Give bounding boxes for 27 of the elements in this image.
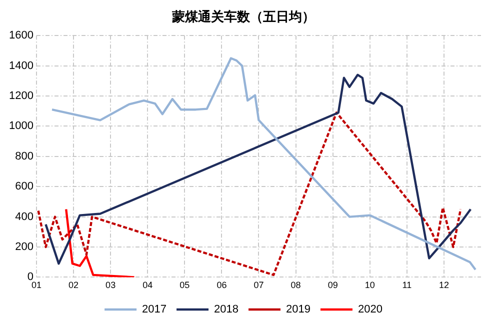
y-tick-label: 0 xyxy=(27,271,34,284)
x-tick-label: 03 xyxy=(106,280,116,290)
x-tick-label: 01 xyxy=(31,280,42,290)
x-tick-label: 08 xyxy=(290,280,301,290)
x-tick-label: 02 xyxy=(68,280,79,290)
y-tick-label: 1400 xyxy=(8,60,34,72)
y-tick-label: 1600 xyxy=(8,30,34,42)
legend-label: 2020 xyxy=(358,304,382,316)
x-tick-label: 10 xyxy=(364,280,375,290)
legend-label: 2018 xyxy=(214,304,239,316)
y-tick-label: 400 xyxy=(15,210,34,223)
y-tick-label: 800 xyxy=(15,150,34,162)
y-tick-label: 600 xyxy=(15,180,34,193)
x-tick-label: 07 xyxy=(254,280,264,290)
legend-label: 2019 xyxy=(286,304,310,316)
y-tick-label: 200 xyxy=(15,241,34,254)
y-tick-label: 1200 xyxy=(8,90,34,102)
y-tick-label: 1000 xyxy=(8,120,34,132)
x-tick-label: 06 xyxy=(216,280,227,290)
x-tick-label: 09 xyxy=(328,280,338,290)
x-tick-label: 04 xyxy=(142,280,153,290)
x-tick-label: 05 xyxy=(180,280,190,290)
chart-title: 蒙煤通关车数（五日均） xyxy=(171,9,315,26)
x-tick-label: 11 xyxy=(402,280,412,290)
line-series xyxy=(37,112,462,276)
legend-label: 2017 xyxy=(142,304,167,316)
x-tick-label: 12 xyxy=(438,280,449,290)
